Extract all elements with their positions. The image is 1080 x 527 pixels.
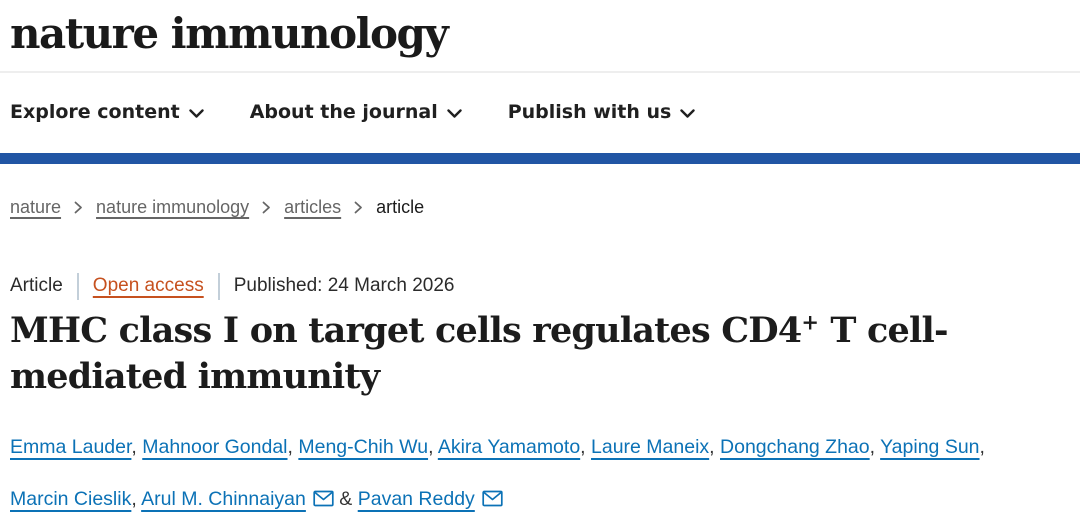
nav-item-about-the-journal[interactable]: About the journal <box>250 100 462 124</box>
author-link[interactable]: Yaping Sun <box>880 436 980 459</box>
meta-divider <box>76 272 79 300</box>
author-link[interactable]: Dongchang Zhao <box>720 436 870 459</box>
author-link[interactable]: Marcin Cieslik <box>10 487 132 510</box>
article-title: MHC class I on target cells regulates CD… <box>0 300 1080 400</box>
author-separator: , <box>869 436 881 459</box>
email-envelope-icon[interactable] <box>313 476 334 527</box>
chevron-down-icon <box>447 102 462 124</box>
breadcrumb-current: article <box>376 197 425 218</box>
main-nav: Explore content About the journal Publis… <box>0 73 1080 153</box>
title-line1-post: T cell- <box>819 309 948 351</box>
published-date: Published: 24 March 2026 <box>233 275 455 297</box>
breadcrumb-link-articles[interactable]: articles <box>284 197 342 218</box>
author-ampersand: & <box>333 487 358 510</box>
nav-item-publish-with-us[interactable]: Publish with us <box>508 100 696 124</box>
chevron-right-icon <box>74 198 83 219</box>
title-line1-pre: MHC class I on target cells regulates CD… <box>10 309 802 351</box>
author-link[interactable]: Arul M. Chinnaiyan <box>141 487 306 510</box>
chevron-down-icon <box>189 102 204 124</box>
breadcrumb: nature nature immunology articles articl… <box>0 164 1080 219</box>
author-list: Emma Lauder, Mahnoor Gondal, Meng-Chih W… <box>0 400 1078 527</box>
author-separator: , <box>709 436 721 459</box>
nav-item-label: About the journal <box>249 100 438 123</box>
title-line2: mediated immunity <box>10 355 380 397</box>
open-access-link[interactable]: Open access <box>92 275 204 297</box>
author-link[interactable]: Akira Yamamoto <box>437 436 581 459</box>
title-superscript: + <box>801 309 820 335</box>
author-separator: , <box>131 436 143 459</box>
journal-logo[interactable]: nature immunology <box>10 9 449 58</box>
author-link[interactable]: Pavan Reddy <box>357 487 475 510</box>
article-type-label: Article <box>10 275 63 297</box>
nav-item-explore-content[interactable]: Explore content <box>10 100 204 124</box>
author-link[interactable]: Laure Maneix <box>591 436 710 459</box>
author-link[interactable]: Meng-Chih Wu <box>298 436 429 459</box>
author-separator: , <box>131 487 142 510</box>
breadcrumb-link-nature[interactable]: nature <box>10 197 62 218</box>
author-separator: , <box>287 436 299 459</box>
meta-divider <box>217 272 220 300</box>
email-envelope-icon[interactable] <box>482 476 503 527</box>
author-separator: , <box>428 436 438 459</box>
author-link[interactable]: Emma Lauder <box>10 436 132 459</box>
masthead: nature immunology <box>0 0 1080 73</box>
author-separator: , <box>979 436 985 459</box>
chevron-down-icon <box>680 102 696 124</box>
nav-item-label: Publish with us <box>507 100 672 123</box>
chevron-right-icon <box>262 198 271 219</box>
article-meta: Article Open access Published: 24 March … <box>0 219 1080 300</box>
chevron-right-icon <box>354 198 363 219</box>
breadcrumb-link-nature-immunology[interactable]: nature immunology <box>96 197 250 218</box>
nav-item-label: Explore content <box>10 100 180 123</box>
author-link[interactable]: Mahnoor Gondal <box>142 436 288 459</box>
author-separator: , <box>580 436 592 459</box>
brand-bar <box>0 152 1080 164</box>
